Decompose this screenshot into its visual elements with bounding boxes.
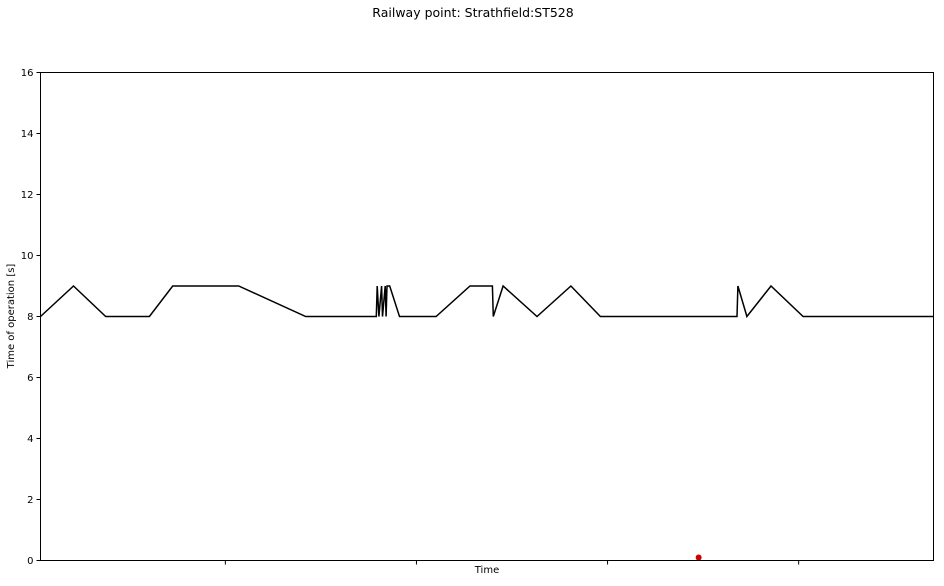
y-tick-label: 0: [27, 556, 33, 567]
y-tick-label: 2: [27, 495, 33, 506]
y-tick-label: 14: [21, 129, 34, 140]
y-axis-label: Time of operation [s]: [6, 264, 17, 370]
y-tick-label: 16: [21, 68, 34, 79]
series-line: [39, 284, 934, 319]
plot-frame: [40, 72, 934, 561]
y-tick-label: 4: [27, 434, 33, 445]
plot-area: [39, 284, 934, 561]
chart-title: Railway point: Strathfield:ST528: [372, 5, 573, 20]
y-axis-ticks: 0 2 4 6 8 10 12 14 16: [21, 68, 41, 567]
y-tick-label: 12: [21, 190, 34, 201]
x-axis-ticks: [224, 560, 800, 565]
x-axis-label: Time: [474, 565, 499, 576]
y-tick-label: 6: [27, 373, 33, 384]
y-tick-label: 10: [21, 251, 34, 262]
y-tick-label: 8: [27, 312, 33, 323]
data-point: [695, 554, 702, 561]
